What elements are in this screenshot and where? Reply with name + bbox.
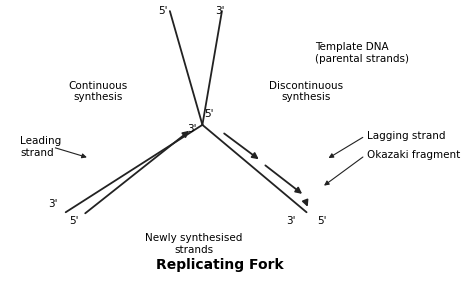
Text: 3': 3': [187, 124, 196, 134]
Text: Lagging strand: Lagging strand: [367, 131, 446, 141]
Text: 5': 5': [159, 6, 168, 16]
Text: 5': 5': [204, 109, 214, 119]
Text: Newly synthesised
strands: Newly synthesised strands: [145, 233, 242, 255]
Text: Replicating Fork: Replicating Fork: [156, 258, 283, 272]
Text: 5': 5': [317, 216, 327, 226]
Text: Discontinuous
synthesis: Discontinuous synthesis: [270, 81, 344, 102]
Text: Okazaki fragment: Okazaki fragment: [367, 150, 461, 160]
Text: Template DNA
(parental strands): Template DNA (parental strands): [315, 42, 409, 63]
Text: 3': 3': [48, 199, 57, 209]
Text: 3': 3': [287, 216, 296, 226]
Text: Leading
strand: Leading strand: [20, 136, 62, 158]
Text: 5': 5': [70, 216, 79, 226]
Text: Continuous
synthesis: Continuous synthesis: [69, 81, 128, 102]
Text: 3': 3': [215, 6, 225, 16]
